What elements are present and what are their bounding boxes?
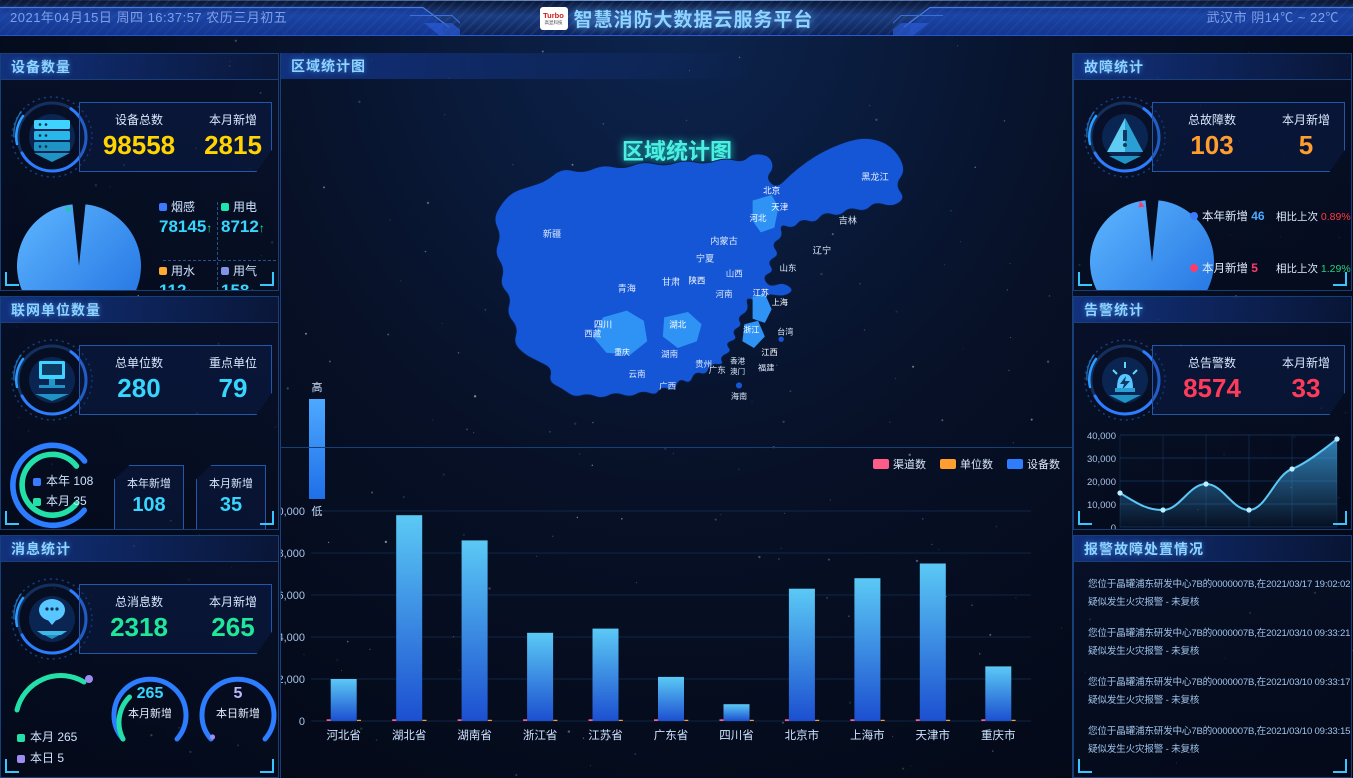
svg-text:吉林: 吉林 xyxy=(839,215,857,226)
svg-text:北京市: 北京市 xyxy=(785,728,820,742)
svg-text:青海: 青海 xyxy=(618,283,636,294)
svg-text:10,000: 10,000 xyxy=(281,506,305,518)
svg-text:新疆: 新疆 xyxy=(543,228,561,239)
svg-text:湖北: 湖北 xyxy=(669,320,687,330)
svg-text:0: 0 xyxy=(299,716,305,728)
svg-text:江西: 江西 xyxy=(761,348,777,357)
svg-text:30,000: 30,000 xyxy=(1087,454,1116,465)
svg-text:西藏: 西藏 xyxy=(584,328,602,338)
svg-text:香港: 香港 xyxy=(730,356,745,366)
svg-text:宁夏: 宁夏 xyxy=(696,253,714,264)
svg-text:0: 0 xyxy=(1111,523,1116,530)
svg-text:四川省: 四川省 xyxy=(719,729,754,742)
svg-text:湖南: 湖南 xyxy=(661,349,678,359)
svg-text:江苏省: 江苏省 xyxy=(588,729,623,742)
svg-text:天津: 天津 xyxy=(771,202,789,212)
svg-text:海南: 海南 xyxy=(731,391,747,401)
svg-text:重庆市: 重庆市 xyxy=(981,728,1016,742)
svg-text:广东: 广东 xyxy=(709,365,726,375)
svg-text:河南: 河南 xyxy=(716,289,733,299)
svg-text:山西: 山西 xyxy=(726,269,743,279)
svg-text:8,000: 8,000 xyxy=(281,548,305,560)
svg-text:区域统计图: 区域统计图 xyxy=(622,139,732,164)
svg-text:湖北省: 湖北省 xyxy=(392,728,427,742)
svg-text:云南: 云南 xyxy=(628,369,645,379)
svg-text:4,000: 4,000 xyxy=(281,632,305,644)
svg-text:台湾: 台湾 xyxy=(777,326,793,336)
svg-text:天津市: 天津市 xyxy=(916,728,951,742)
svg-text:陕西: 陕西 xyxy=(688,275,705,285)
svg-text:浙江: 浙江 xyxy=(743,324,759,334)
svg-text:广西: 广西 xyxy=(659,381,676,391)
svg-text:四川: 四川 xyxy=(594,320,612,330)
svg-text:40,000: 40,000 xyxy=(1087,431,1116,442)
svg-text:重庆: 重庆 xyxy=(614,347,630,357)
svg-text:2,000: 2,000 xyxy=(281,674,305,686)
svg-text:甘肃: 甘肃 xyxy=(662,276,680,287)
svg-text:山东: 山东 xyxy=(779,263,796,273)
svg-text:湖南省: 湖南省 xyxy=(457,728,492,742)
svg-text:北京: 北京 xyxy=(763,186,780,196)
svg-text:浙江省: 浙江省 xyxy=(523,729,558,742)
svg-text:上海: 上海 xyxy=(772,297,788,307)
svg-text:内蒙古: 内蒙古 xyxy=(710,235,738,246)
svg-text:江苏: 江苏 xyxy=(753,288,769,298)
svg-text:辽宁: 辽宁 xyxy=(813,244,831,255)
svg-text:福建: 福建 xyxy=(758,362,774,372)
svg-text:6,000: 6,000 xyxy=(281,590,305,602)
svg-text:河北省: 河北省 xyxy=(326,729,361,742)
svg-text:广东省: 广东省 xyxy=(654,729,689,742)
svg-text:上海市: 上海市 xyxy=(850,728,885,742)
svg-text:20,000: 20,000 xyxy=(1087,477,1116,488)
svg-text:河北: 河北 xyxy=(750,213,768,223)
svg-text:10,000: 10,000 xyxy=(1087,500,1116,511)
svg-text:黑龙江: 黑龙江 xyxy=(861,171,889,182)
svg-text:澳门: 澳门 xyxy=(730,366,745,376)
